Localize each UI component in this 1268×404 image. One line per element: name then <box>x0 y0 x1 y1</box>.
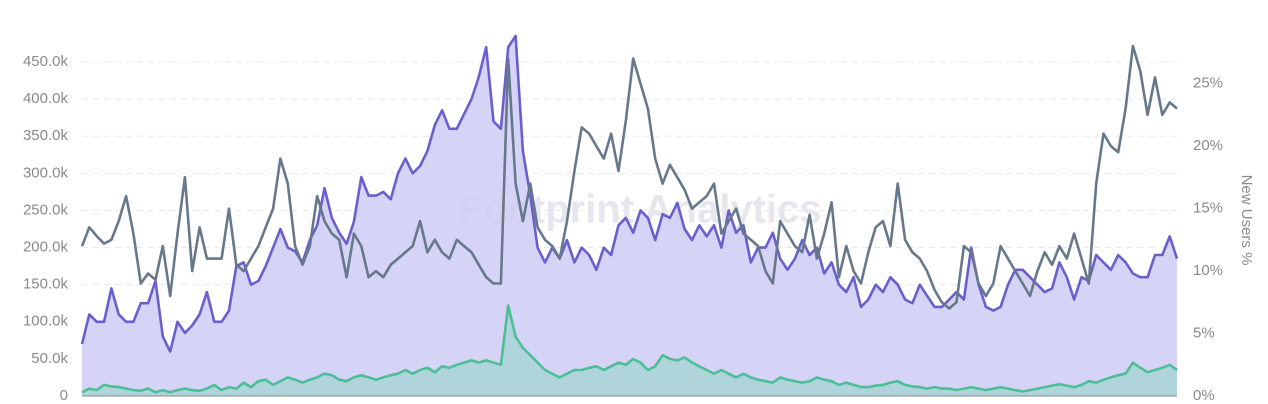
y-tick-label: 300.0k <box>23 164 69 181</box>
y2-tick-label: 20% <box>1193 137 1223 154</box>
series-line <box>80 34 1179 353</box>
y-tick-label: 450.0k <box>23 53 69 70</box>
y-tick-label: 50.0k <box>31 350 68 367</box>
y-tick-label: 350.0k <box>23 127 69 144</box>
y-tick-label: 150.0k <box>23 276 69 293</box>
area-fill <box>82 36 1177 396</box>
y2-tick-label: 25% <box>1193 75 1223 92</box>
y-tick-label: 250.0k <box>23 201 69 218</box>
y2-tick-label: 10% <box>1193 262 1223 279</box>
y-tick-label: 200.0k <box>23 239 69 256</box>
y2-tick-label: 15% <box>1193 200 1223 217</box>
series-line <box>81 304 1178 394</box>
y2-tick-label: 0% <box>1193 387 1215 404</box>
y2-axis-title: New Users % <box>1238 175 1255 266</box>
y2-tick-label: 5% <box>1193 324 1215 341</box>
y-tick-label: 0 <box>60 387 68 404</box>
series-line <box>80 44 1178 310</box>
line-layer <box>80 34 1179 394</box>
y-tick-label: 400.0k <box>23 90 69 107</box>
y-tick-label: 100.0k <box>23 313 69 330</box>
